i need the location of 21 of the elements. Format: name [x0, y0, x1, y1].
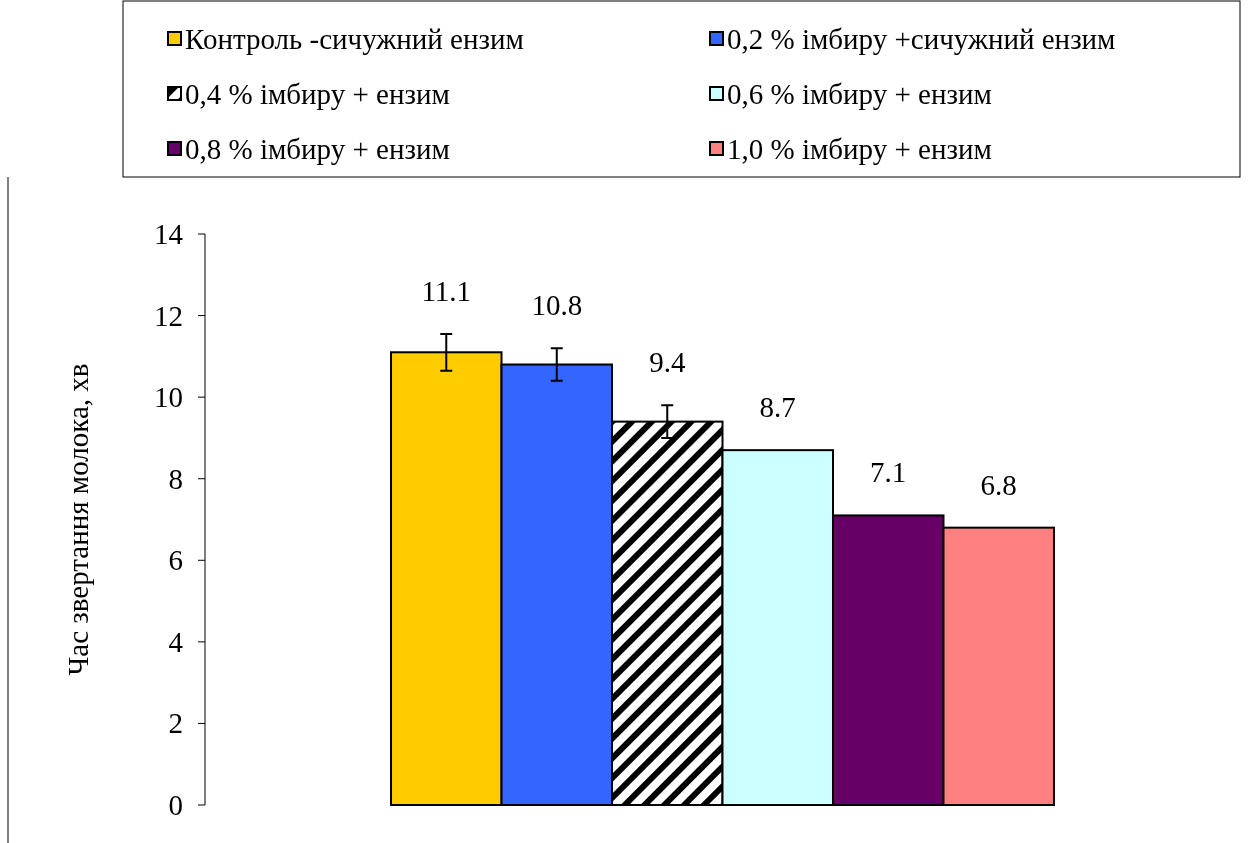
data-label: 6.8: [980, 468, 1017, 501]
y-tick-label: 6: [168, 544, 183, 577]
data-label: 11.1: [421, 274, 472, 307]
y-tick-label: 10: [154, 381, 183, 414]
legend-label: Контроль -сичужний ензим: [185, 23, 524, 55]
y-tick-label: 2: [168, 707, 183, 740]
legend-label: 0,2 % імбиру +сичужний ензим: [727, 23, 1116, 55]
data-label: 10.8: [531, 289, 583, 322]
y-tick-label: 14: [154, 218, 184, 250]
y-tick-label: 4: [168, 625, 184, 658]
legend-label: 0,6 % імбиру + ензим: [727, 78, 992, 110]
y-tick-label: 12: [154, 299, 183, 332]
data-label: 9.4: [649, 346, 686, 379]
y-tick-label: 8: [168, 462, 183, 495]
legend-label: 1,0 % імбиру + ензим: [727, 133, 992, 165]
data-label: 7.1: [870, 456, 907, 489]
y-axis-title: Час звертання молока, хв: [62, 363, 94, 676]
y-tick-label: 0: [168, 789, 183, 821]
legend-label: 0,8 % імбиру + ензим: [185, 133, 450, 165]
legend-label: 0,4 % імбиру + ензим: [185, 78, 450, 110]
data-label: 8.7: [759, 391, 796, 424]
